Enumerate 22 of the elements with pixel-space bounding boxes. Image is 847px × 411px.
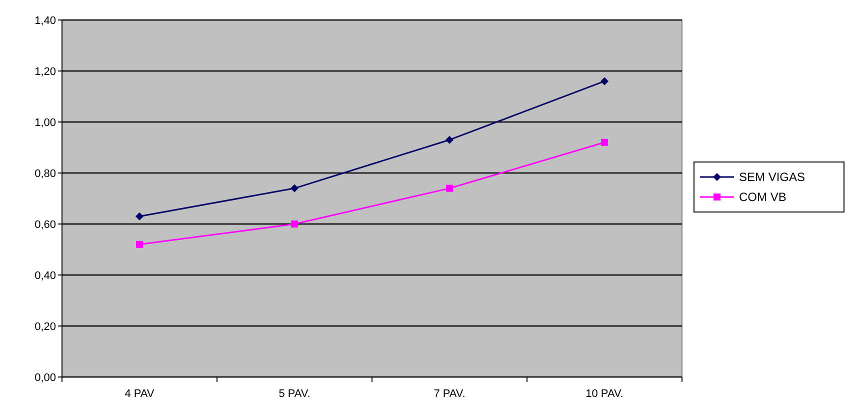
y-tick-label: 0,60: [34, 218, 56, 231]
y-tick-label: 0,40: [34, 270, 56, 282]
x-tick-label: 5 PAV.: [278, 388, 310, 400]
x-tick-label: 4 PAV: [124, 388, 155, 400]
point: [446, 184, 453, 192]
legend-label: SEM VIGAS: [739, 170, 806, 184]
point: [601, 138, 608, 146]
x-tick-label: 10 PAV.: [586, 388, 624, 400]
y-tick-label: 0,80: [34, 168, 56, 180]
point: [290, 184, 298, 192]
point: [136, 240, 143, 248]
point: [600, 77, 608, 86]
y-tick-label: 1,00: [34, 116, 56, 129]
legend-label: COM VB: [739, 190, 786, 204]
y-tick-label: 0,20: [34, 320, 56, 333]
y-tick-label: 0,00: [34, 372, 56, 384]
x-tick-label: 7 PAV.: [434, 388, 466, 400]
y-tick-label: 1,20: [34, 66, 56, 78]
point: [136, 212, 144, 220]
y-tick-label: 1,40: [34, 14, 56, 27]
point: [291, 220, 298, 228]
point: [446, 136, 454, 144]
